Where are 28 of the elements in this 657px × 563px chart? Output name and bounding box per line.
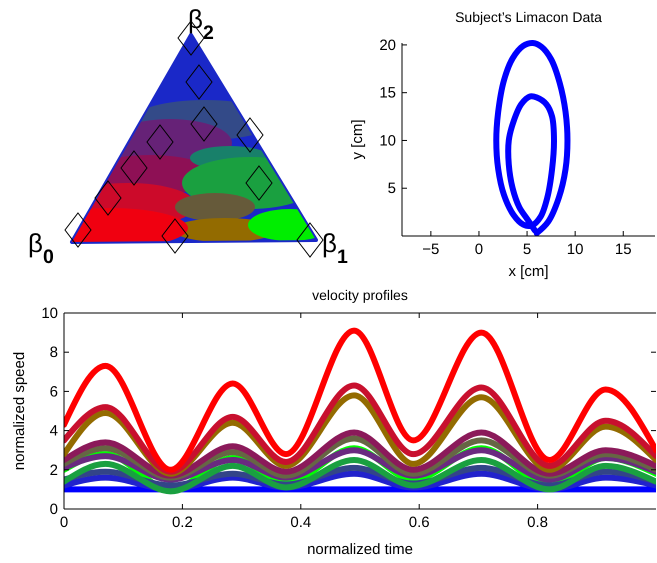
chart-title: Subject’s Limacon Data <box>455 9 602 25</box>
x-tick-label: 0.6 <box>408 514 430 531</box>
y-tick-label: 20 <box>379 36 396 54</box>
x-axis-title: normalized time <box>307 541 413 558</box>
text: β$_{1}$ <box>322 228 348 268</box>
y-tick-label: 2 <box>50 462 58 479</box>
x-tick-label: 0.8 <box>527 514 548 531</box>
y-tick-label: 4 <box>50 422 58 440</box>
y-axis-title: normalized speed <box>11 352 28 470</box>
x-axis-title: x [cm] <box>508 263 548 280</box>
x-tick-label: −5 <box>422 241 440 258</box>
y-axis-title: y [cm] <box>349 120 366 160</box>
y-tick-label: 15 <box>379 84 396 102</box>
y-tick-label: 8 <box>50 344 58 362</box>
x-tick-label: 10 <box>566 241 584 258</box>
x-tick-label: 0.4 <box>290 514 312 531</box>
y-tick-label: 10 <box>41 305 58 322</box>
y-tick-label: 0 <box>50 501 58 518</box>
text: β$_{2}$ <box>188 4 214 44</box>
y-tick-label: 6 <box>50 383 58 400</box>
x-tick-label: 15 <box>614 241 632 258</box>
x-tick-label: 0.2 <box>172 514 193 531</box>
text: β$_{0}$ <box>28 228 54 268</box>
y-tick-label: 10 <box>379 132 396 150</box>
x-tick-label: 5 <box>522 241 532 258</box>
chart-title: velocity profiles <box>312 287 408 303</box>
y-tick-label: 5 <box>388 180 396 198</box>
x-tick-label: 0 <box>474 241 484 258</box>
